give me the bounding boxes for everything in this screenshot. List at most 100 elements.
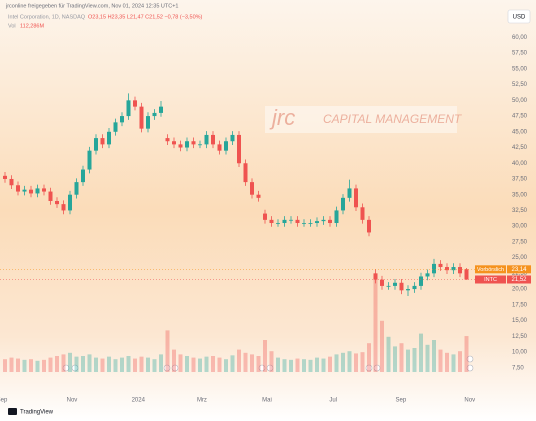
volume-bar xyxy=(191,357,196,372)
candle-body xyxy=(237,134,241,164)
volume-value: 112,286M xyxy=(20,23,44,29)
volume-bar xyxy=(425,344,430,372)
volume-bar xyxy=(243,352,248,372)
volume-bar xyxy=(87,354,92,372)
candle-body xyxy=(328,219,332,224)
tv-logo xyxy=(8,408,17,415)
volume-bar xyxy=(35,360,40,372)
volume-bar xyxy=(321,358,326,372)
currency-box[interactable] xyxy=(507,9,531,24)
price-value: 21,52 xyxy=(511,277,527,283)
candle-body xyxy=(230,134,235,142)
candle-body xyxy=(139,106,144,129)
watermark-text: CAPITAL MANAGEMENT xyxy=(323,112,463,126)
x-tick-label: Nov xyxy=(464,398,475,404)
candle-body xyxy=(178,144,183,148)
volume-bar xyxy=(120,357,124,372)
candle-body xyxy=(263,213,267,220)
candle-body xyxy=(100,138,105,145)
volume-bar xyxy=(185,356,189,372)
candle-body xyxy=(126,100,131,117)
candle-body xyxy=(334,210,339,224)
candle-body xyxy=(211,134,215,145)
y-tick-label: 60,00 xyxy=(512,35,528,41)
candle-body xyxy=(35,188,40,194)
y-tick-label: 52,50 xyxy=(512,82,528,88)
candle-body xyxy=(386,285,391,287)
volume-bar xyxy=(48,357,53,372)
candle-body xyxy=(198,144,202,146)
volume-bar xyxy=(29,359,33,372)
x-tick-label: Sep xyxy=(396,398,407,404)
volume-bar xyxy=(393,346,397,372)
x-tick-label: Sep xyxy=(0,398,8,404)
x-tick-label: Nov xyxy=(67,398,78,404)
candle-body xyxy=(256,194,261,198)
y-tick-label: 22,50 xyxy=(512,271,528,277)
volume-bar xyxy=(360,352,365,372)
volume-bar xyxy=(94,357,98,372)
candle-body xyxy=(321,219,326,222)
candle-body xyxy=(74,182,79,195)
y-tick-label: 12,50 xyxy=(512,334,528,340)
volume-bar xyxy=(380,320,384,372)
volume-bar xyxy=(334,354,339,372)
y-tick-label: 10,00 xyxy=(512,350,528,356)
volume-bar xyxy=(451,354,456,372)
volume-bar xyxy=(165,330,170,372)
volume-bar xyxy=(74,356,79,372)
candle-body xyxy=(315,221,319,224)
volume-bar xyxy=(100,358,105,372)
volume-bar xyxy=(107,356,111,372)
candle-body xyxy=(22,189,27,192)
candle-body xyxy=(191,141,196,145)
y-tick-label: 27,50 xyxy=(512,239,528,245)
candle-body xyxy=(445,267,449,271)
volume-bar xyxy=(68,352,72,372)
y-tick-label: 15,00 xyxy=(512,318,528,324)
volume-bar xyxy=(81,356,85,372)
volume-bar xyxy=(159,354,163,372)
volume-bar xyxy=(3,359,7,372)
candle-body xyxy=(412,285,417,290)
y-tick-label: 32,50 xyxy=(512,208,528,214)
volume-bar xyxy=(302,359,306,372)
y-tick-label: 7,50 xyxy=(512,365,524,371)
candle-body xyxy=(341,197,345,211)
volume-bar xyxy=(250,354,254,372)
candle-body xyxy=(367,219,371,233)
volume-label: Vol xyxy=(8,23,16,29)
candle-body xyxy=(451,267,456,271)
volume-bar xyxy=(204,356,209,372)
x-tick-label: Jul xyxy=(329,398,337,404)
candle-body xyxy=(113,122,118,132)
symbol: Intel Corporation, 1D, NASDAQ xyxy=(8,14,86,20)
candle-body xyxy=(289,219,293,221)
candle-body xyxy=(55,200,59,205)
volume-bar xyxy=(9,357,14,372)
volume-bar xyxy=(139,356,144,372)
y-tick-label: 35,00 xyxy=(512,192,528,198)
candle-body xyxy=(282,219,287,224)
candle-body xyxy=(120,116,124,123)
candle-body xyxy=(406,289,410,291)
candle-body xyxy=(373,273,378,280)
candle-body xyxy=(464,269,469,280)
watermark-logo: jrc xyxy=(269,105,295,130)
volume-bar xyxy=(308,359,313,372)
candle-body xyxy=(393,282,397,286)
volume-bar xyxy=(224,359,228,372)
candle-body xyxy=(133,100,137,107)
y-tick-label: 37,50 xyxy=(512,177,528,183)
price-value-box xyxy=(507,275,531,284)
volume-bar xyxy=(386,336,391,372)
volume-bar xyxy=(328,356,332,372)
candle-body xyxy=(308,223,313,224)
y-tick-label: 50,00 xyxy=(512,98,528,104)
candle-body xyxy=(243,163,248,183)
candle-body xyxy=(94,138,98,151)
volume-bar xyxy=(198,358,202,372)
volume-bar xyxy=(464,336,469,372)
price-value-box xyxy=(507,265,531,274)
